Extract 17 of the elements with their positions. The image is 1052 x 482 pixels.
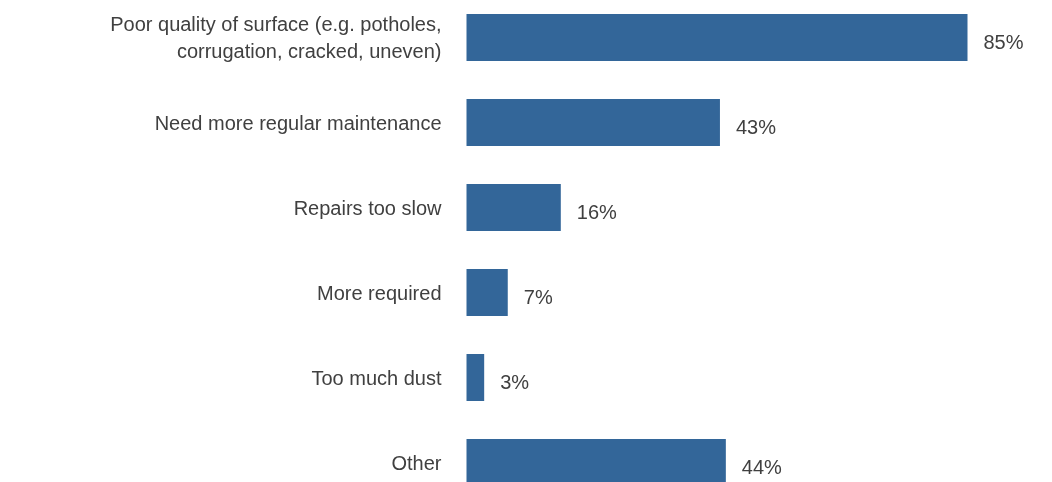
data-label: 85% [983, 30, 1024, 53]
bar [466, 354, 485, 401]
data-label: 43% [735, 115, 777, 138]
y-tick-label: More required [317, 281, 442, 304]
data-label: 16% [576, 200, 618, 223]
data-label: 7% [523, 285, 553, 308]
data-label: 44% [741, 455, 783, 478]
data-label: 3% [500, 370, 530, 393]
y-tick-label: Too much dust [311, 366, 442, 389]
y-tick-label: Repairs too slow [293, 196, 443, 219]
y-tick-label: Other [391, 451, 442, 474]
y-tick-label: Need more regular maintenance [154, 111, 442, 134]
y-tick-label: Poor quality of surface (e.g. potholes, corrugation, cracked, uneven) [110, 13, 442, 62]
bar [466, 14, 968, 61]
bar [466, 99, 720, 146]
bar [466, 184, 561, 231]
bar [466, 269, 508, 316]
